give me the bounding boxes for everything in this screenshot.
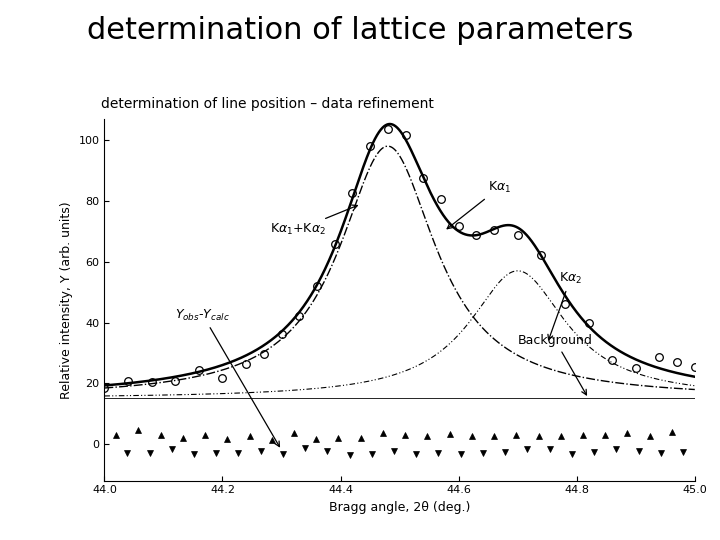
Text: determination of lattice parameters: determination of lattice parameters — [87, 16, 633, 45]
Text: K$\alpha_1$+K$\alpha_2$: K$\alpha_1$+K$\alpha_2$ — [270, 205, 357, 238]
Text: $Y_{obs}$-$Y_{calc}$: $Y_{obs}$-$Y_{calc}$ — [175, 307, 279, 447]
Text: Background: Background — [518, 334, 593, 395]
Text: K$\alpha_1$: K$\alpha_1$ — [447, 180, 511, 229]
Y-axis label: Relative intensity, Y (arb. units): Relative intensity, Y (arb. units) — [60, 201, 73, 399]
X-axis label: Bragg angle, 2θ (deg.): Bragg angle, 2θ (deg.) — [329, 501, 470, 514]
Text: determination of line position – data refinement: determination of line position – data re… — [101, 97, 433, 111]
Text: K$\alpha_2$: K$\alpha_2$ — [548, 271, 582, 340]
